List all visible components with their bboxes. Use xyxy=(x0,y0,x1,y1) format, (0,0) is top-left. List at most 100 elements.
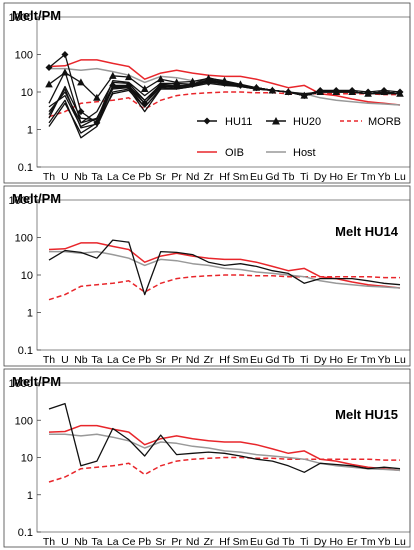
x-tick-label: Yb xyxy=(378,354,391,366)
legend-hu20-label: HU20 xyxy=(293,116,321,128)
chart-title: Melt/PM xyxy=(12,374,61,389)
series-host-line xyxy=(49,433,401,472)
series-hu20-point xyxy=(77,78,85,86)
series-sample-line xyxy=(48,70,401,124)
x-tick-label: Nd xyxy=(186,171,200,183)
x-tick-label: Ti xyxy=(300,536,308,548)
x-tick-label: Ho xyxy=(329,354,343,366)
y-tick-label: 10 xyxy=(21,453,33,465)
y-tick-label: 10 xyxy=(21,87,33,99)
x-tick-label: Hf xyxy=(219,171,230,183)
legend: HU11 HU20 MORB OIB Host xyxy=(197,116,401,159)
series-hu20-point xyxy=(140,85,149,93)
legend-hu11-label: HU11 xyxy=(225,116,252,128)
series-hu20-point xyxy=(156,75,165,83)
series-hu15-line xyxy=(48,402,401,473)
x-tick-label: Ta xyxy=(91,171,102,183)
chart-panel-1: Melt/PM 0.1 1 10 100 1000 Th U Nb Ta La Ce Pb Sr Pr N… xyxy=(3,2,411,184)
x-tick-label: Ti xyxy=(300,171,308,183)
x-tick-label: Er xyxy=(347,171,358,183)
x-tick-label: Nb xyxy=(74,354,88,366)
x-tick-label: Hf xyxy=(219,536,230,548)
x-tick-label: Ho xyxy=(329,536,343,548)
series-layer xyxy=(48,402,401,483)
y-tick-label: 1 xyxy=(27,308,33,320)
x-tick-label: Tm xyxy=(361,354,376,366)
y-axis: 0.1 1 10 100 1000 xyxy=(9,378,41,539)
chart-subtitle: Melt HU14 xyxy=(335,224,399,239)
panel-frame xyxy=(3,368,411,548)
series-host-line xyxy=(49,250,401,289)
x-tick-label: Dy xyxy=(314,171,328,183)
x-tick-label: Lu xyxy=(394,536,406,548)
x-tick-label: Pr xyxy=(171,536,182,548)
x-tick-label: Lu xyxy=(394,171,406,183)
series-layer xyxy=(48,239,401,301)
series-oib-line xyxy=(48,424,401,472)
x-tick-label: U xyxy=(61,536,69,548)
x-tick-label: Sm xyxy=(233,536,249,548)
x-tick-label: Eu xyxy=(250,536,263,548)
x-tick-label: Dy xyxy=(314,536,328,548)
y-axis: 0.1 1 10 100 1000 xyxy=(9,195,41,357)
series-hu20-point xyxy=(124,73,133,81)
chart-title: Melt/PM xyxy=(12,191,61,206)
x-tick-label: La xyxy=(107,536,119,548)
y-tick-label: 1000 xyxy=(9,195,33,207)
x-tick-label: Nb xyxy=(74,171,88,183)
x-tick-label: Sr xyxy=(155,354,166,366)
x-tick-label: Hf xyxy=(219,354,230,366)
x-axis: Th U Nb Ta La Ce Pb Sr Pr Nd Zr Hf Sm Eu Gd Tb Ti Dy Ho Er T… xyxy=(43,354,406,366)
legend-host-label: Host xyxy=(293,147,316,159)
x-tick-label: Yb xyxy=(378,171,391,183)
x-axis: Th U Nb Ta La Ce Pb Sr Pr Nd Zr Hf Sm Eu Gd Tb Ti Dy Ho Er T… xyxy=(43,536,406,548)
chart-panel-3: Melt/PM Melt HU15 0.1 1 10 100 1000 Th U Nb Ta L… xyxy=(3,368,411,548)
y-tick-label: 10 xyxy=(21,270,33,282)
x-tick-label: La xyxy=(107,171,119,183)
y-tick-label: 100 xyxy=(15,415,33,427)
y-tick-label: 1 xyxy=(27,490,33,502)
y-tick-label: 1000 xyxy=(9,12,33,24)
x-tick-label: Pr xyxy=(171,171,182,183)
chart-subtitle: Melt HU15 xyxy=(335,407,398,422)
x-tick-label: Eu xyxy=(250,354,263,366)
x-tick-label: Yb xyxy=(378,536,391,548)
x-tick-label: La xyxy=(107,354,119,366)
legend-oib-label: OIB xyxy=(225,147,244,159)
x-tick-label: Th xyxy=(43,354,55,366)
series-hu20-point xyxy=(45,80,53,88)
series-morb-line xyxy=(48,456,400,483)
x-tick-label: Ce xyxy=(122,536,136,548)
series-sample-line xyxy=(48,80,401,129)
x-tick-label: Er xyxy=(347,536,358,548)
series-hu11-point xyxy=(45,64,53,72)
x-tick-label: Ti xyxy=(300,354,308,366)
y-tick-label: 0.1 xyxy=(18,527,33,539)
x-tick-label: Lu xyxy=(394,354,406,366)
series-hu20-point xyxy=(93,93,101,101)
x-tick-label: Tm xyxy=(361,536,376,548)
y-tick-label: 0.1 xyxy=(18,345,33,357)
x-tick-label: Pb xyxy=(138,171,151,183)
legend-hu11-marker xyxy=(203,117,211,125)
x-tick-label: U xyxy=(61,171,69,183)
x-tick-label: Dy xyxy=(314,354,328,366)
series-hu20-point xyxy=(188,77,197,85)
x-tick-label: Th xyxy=(43,536,55,548)
panel-frame xyxy=(3,185,411,367)
x-tick-label: Er xyxy=(347,354,358,366)
x-tick-label: Tm xyxy=(361,171,376,183)
x-tick-label: Zr xyxy=(204,536,214,548)
x-tick-label: Zr xyxy=(204,171,214,183)
x-tick-label: Tb xyxy=(282,171,294,183)
x-tick-label: Tb xyxy=(282,536,294,548)
x-tick-label: Pb xyxy=(138,536,151,548)
x-tick-label: Ta xyxy=(91,536,102,548)
x-tick-label: Sr xyxy=(155,171,166,183)
series-hu11-point xyxy=(61,51,69,58)
legend-morb-label: MORB xyxy=(368,116,401,128)
x-tick-label: Th xyxy=(43,171,55,183)
x-tick-label: Nd xyxy=(186,354,200,366)
x-tick-label: Pb xyxy=(138,354,151,366)
